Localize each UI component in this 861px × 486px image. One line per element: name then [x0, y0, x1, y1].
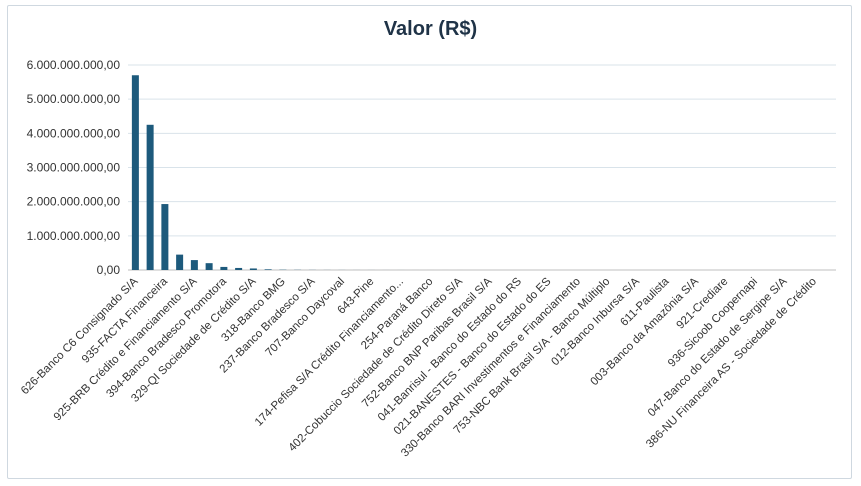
bar	[131, 75, 139, 270]
bars	[131, 75, 626, 271]
bar	[146, 124, 154, 271]
y-axis: 0,00 1.000.000.000,00 2.000.000.000,00 3.00…	[27, 58, 121, 277]
chart-title: Valor (R$)	[383, 18, 478, 40]
y-tick-label: 4.000.000.000,00	[27, 126, 121, 140]
y-tick-label: 3.000.000.000,00	[27, 161, 121, 175]
bar	[220, 266, 228, 270]
x-tick-label: 047-Banco do Estado de Sergipe S/A	[646, 275, 790, 419]
bar	[235, 267, 243, 270]
bar	[190, 260, 198, 270]
y-tick-label: 2.000.000.000,00	[27, 195, 121, 209]
y-tick-label: 0,00	[97, 263, 121, 277]
y-tick-label: 5.000.000.000,00	[27, 92, 121, 106]
bar	[176, 254, 184, 270]
bar	[205, 263, 213, 270]
bar	[264, 269, 272, 270]
bar	[249, 268, 257, 270]
gridlines	[128, 64, 836, 271]
bar	[161, 204, 169, 270]
y-tick-label: 6.000.000.000,00	[27, 58, 121, 72]
y-tick-label: 1.000.000.000,00	[27, 229, 121, 243]
